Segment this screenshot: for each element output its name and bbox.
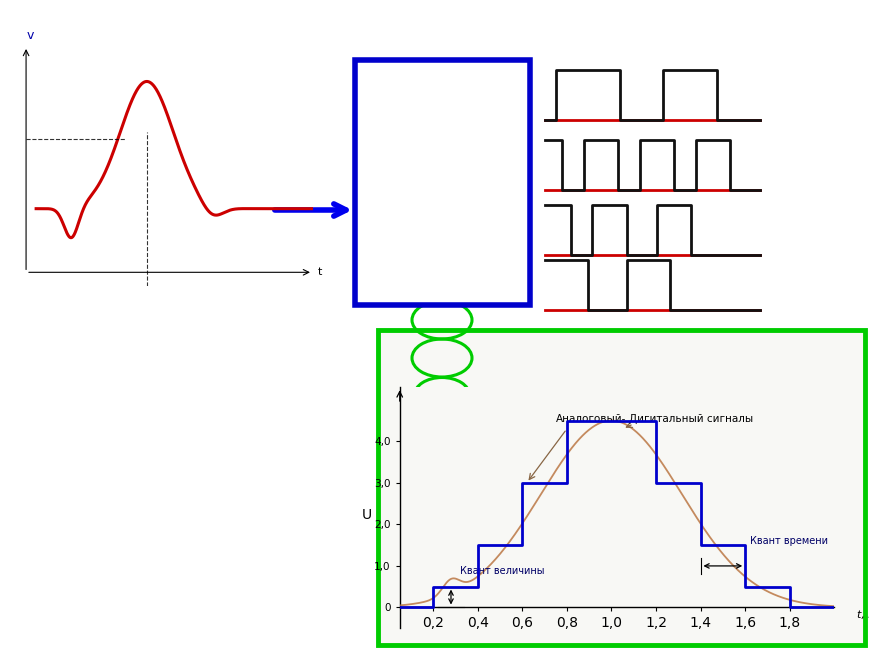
Text: t, s: t, s <box>857 609 869 620</box>
Bar <box>378 330 865 645</box>
Text: Квант величины: Квант величины <box>460 566 544 576</box>
Text: t: t <box>318 268 322 277</box>
Text: v: v <box>26 29 34 42</box>
Text: Аналоговый-: Аналоговый- <box>555 414 626 424</box>
Text: Квант времени: Квант времени <box>750 536 827 546</box>
Text: Дигитальный сигналы: Дигитальный сигналы <box>629 414 753 424</box>
Text: АЦП: АЦП <box>367 155 518 210</box>
Y-axis label: U: U <box>362 508 372 522</box>
